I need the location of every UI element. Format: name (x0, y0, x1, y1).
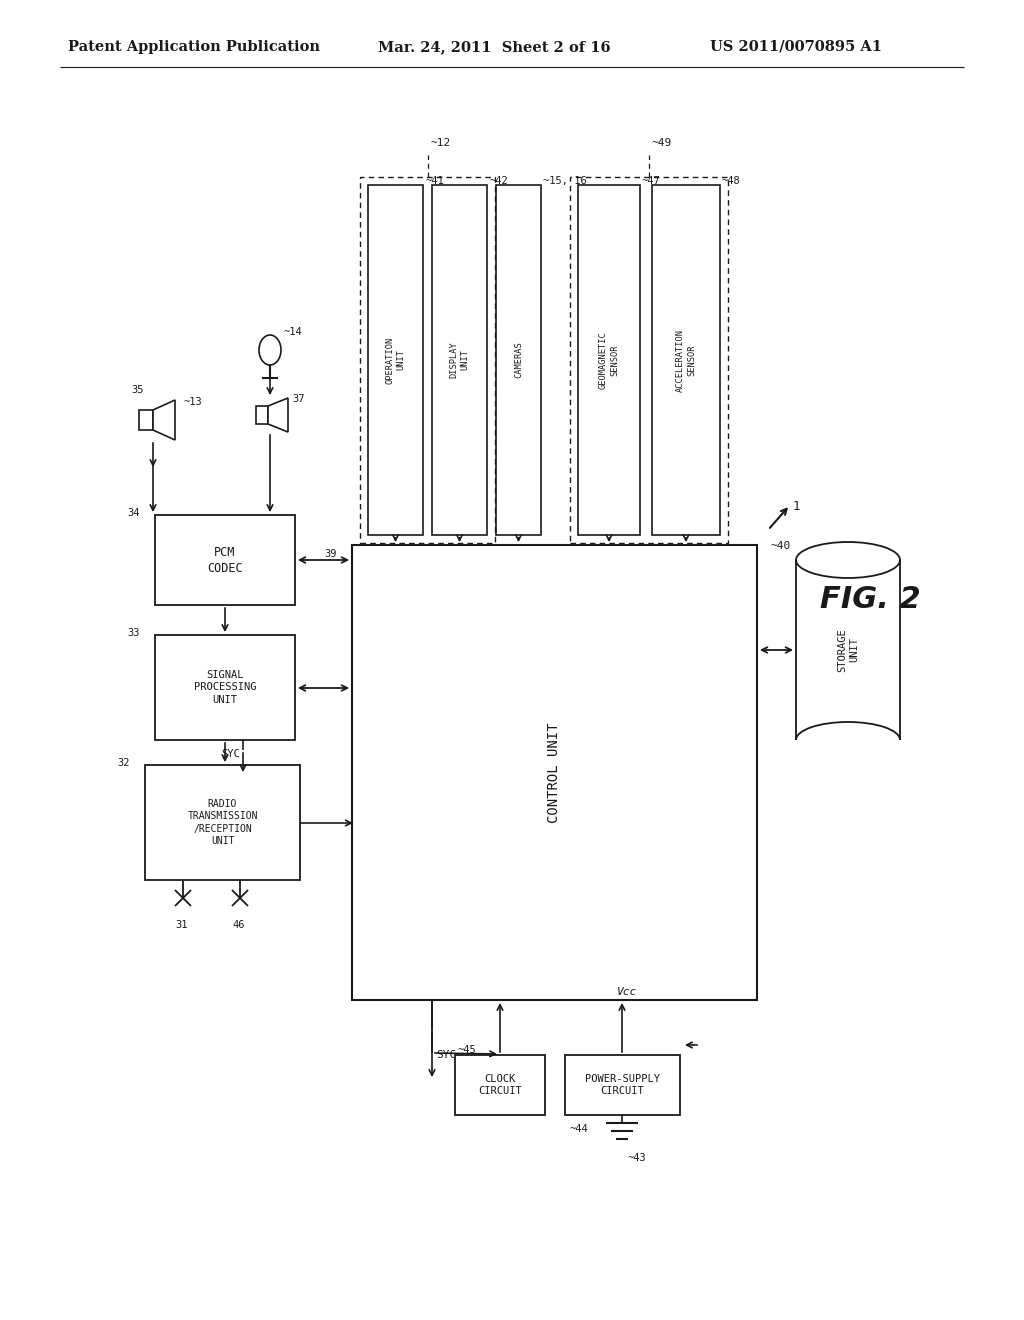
Bar (570, 177, 728, 543)
Text: FIG. 2: FIG. 2 (820, 586, 921, 615)
Text: ~15, 16: ~15, 16 (543, 176, 587, 186)
Text: POWER-SUPPLY
CIRCUIT: POWER-SUPPLY CIRCUIT (585, 1073, 660, 1096)
Text: ACCELERATION
SENSOR: ACCELERATION SENSOR (676, 329, 696, 392)
Text: PCM
CODEC: PCM CODEC (207, 545, 243, 574)
Bar (565, 1055, 680, 1115)
Text: ~48: ~48 (722, 176, 740, 186)
Bar (145, 766, 300, 880)
Text: US 2011/0070895 A1: US 2011/0070895 A1 (710, 40, 882, 54)
Ellipse shape (259, 335, 281, 366)
Text: CAMERAS: CAMERAS (514, 342, 523, 379)
Text: 33: 33 (127, 628, 139, 638)
Text: RADIO
TRANSMISSION
/RECEPTION
UNIT: RADIO TRANSMISSION /RECEPTION UNIT (187, 799, 258, 846)
Ellipse shape (796, 543, 900, 578)
Text: ~45: ~45 (457, 1045, 476, 1055)
Text: DISPLAY
UNIT: DISPLAY UNIT (450, 342, 470, 379)
Text: ~42: ~42 (489, 176, 508, 186)
Text: 1: 1 (793, 500, 801, 513)
Text: 31: 31 (175, 920, 187, 931)
Text: CONTROL UNIT: CONTROL UNIT (548, 722, 561, 822)
Text: SYC: SYC (436, 1049, 457, 1060)
Bar (578, 185, 640, 535)
Text: 32: 32 (117, 758, 129, 768)
Text: GEOMAGNETIC
SENSOR: GEOMAGNETIC SENSOR (599, 331, 620, 389)
Bar (256, 407, 268, 424)
Polygon shape (268, 399, 288, 432)
Text: 46: 46 (232, 920, 245, 931)
Text: ~40: ~40 (771, 541, 791, 550)
Text: ~43: ~43 (627, 1152, 646, 1163)
Bar (155, 515, 295, 605)
Text: ~12: ~12 (430, 139, 451, 148)
Bar (360, 177, 495, 543)
Text: CLOCK
CIRCUIT: CLOCK CIRCUIT (478, 1073, 522, 1096)
Text: ~41: ~41 (425, 176, 443, 186)
Bar (155, 635, 295, 741)
Text: SIGNAL
PROCESSING
UNIT: SIGNAL PROCESSING UNIT (194, 671, 256, 705)
Text: OPERATION
UNIT: OPERATION UNIT (385, 337, 406, 384)
Text: 35: 35 (131, 385, 143, 395)
Text: 34: 34 (127, 508, 139, 517)
Text: ~13: ~13 (183, 397, 202, 407)
Text: ~47: ~47 (642, 176, 660, 186)
Text: Mar. 24, 2011  Sheet 2 of 16: Mar. 24, 2011 Sheet 2 of 16 (378, 40, 610, 54)
Bar (455, 1055, 545, 1115)
Text: Vcc: Vcc (617, 987, 637, 997)
Text: STORAGE
UNIT: STORAGE UNIT (838, 628, 859, 672)
Text: ~44: ~44 (570, 1125, 589, 1134)
Text: SYC: SYC (221, 748, 240, 759)
Bar (496, 185, 541, 535)
Text: 39: 39 (324, 549, 337, 558)
Bar (432, 185, 487, 535)
Text: ~49: ~49 (652, 139, 672, 148)
Bar (652, 185, 720, 535)
Text: Patent Application Publication: Patent Application Publication (68, 40, 319, 54)
Bar (368, 185, 423, 535)
Bar (139, 411, 153, 430)
Polygon shape (153, 400, 175, 440)
Text: ~14: ~14 (284, 327, 303, 337)
Bar (352, 545, 757, 1001)
Text: 37: 37 (292, 393, 304, 404)
